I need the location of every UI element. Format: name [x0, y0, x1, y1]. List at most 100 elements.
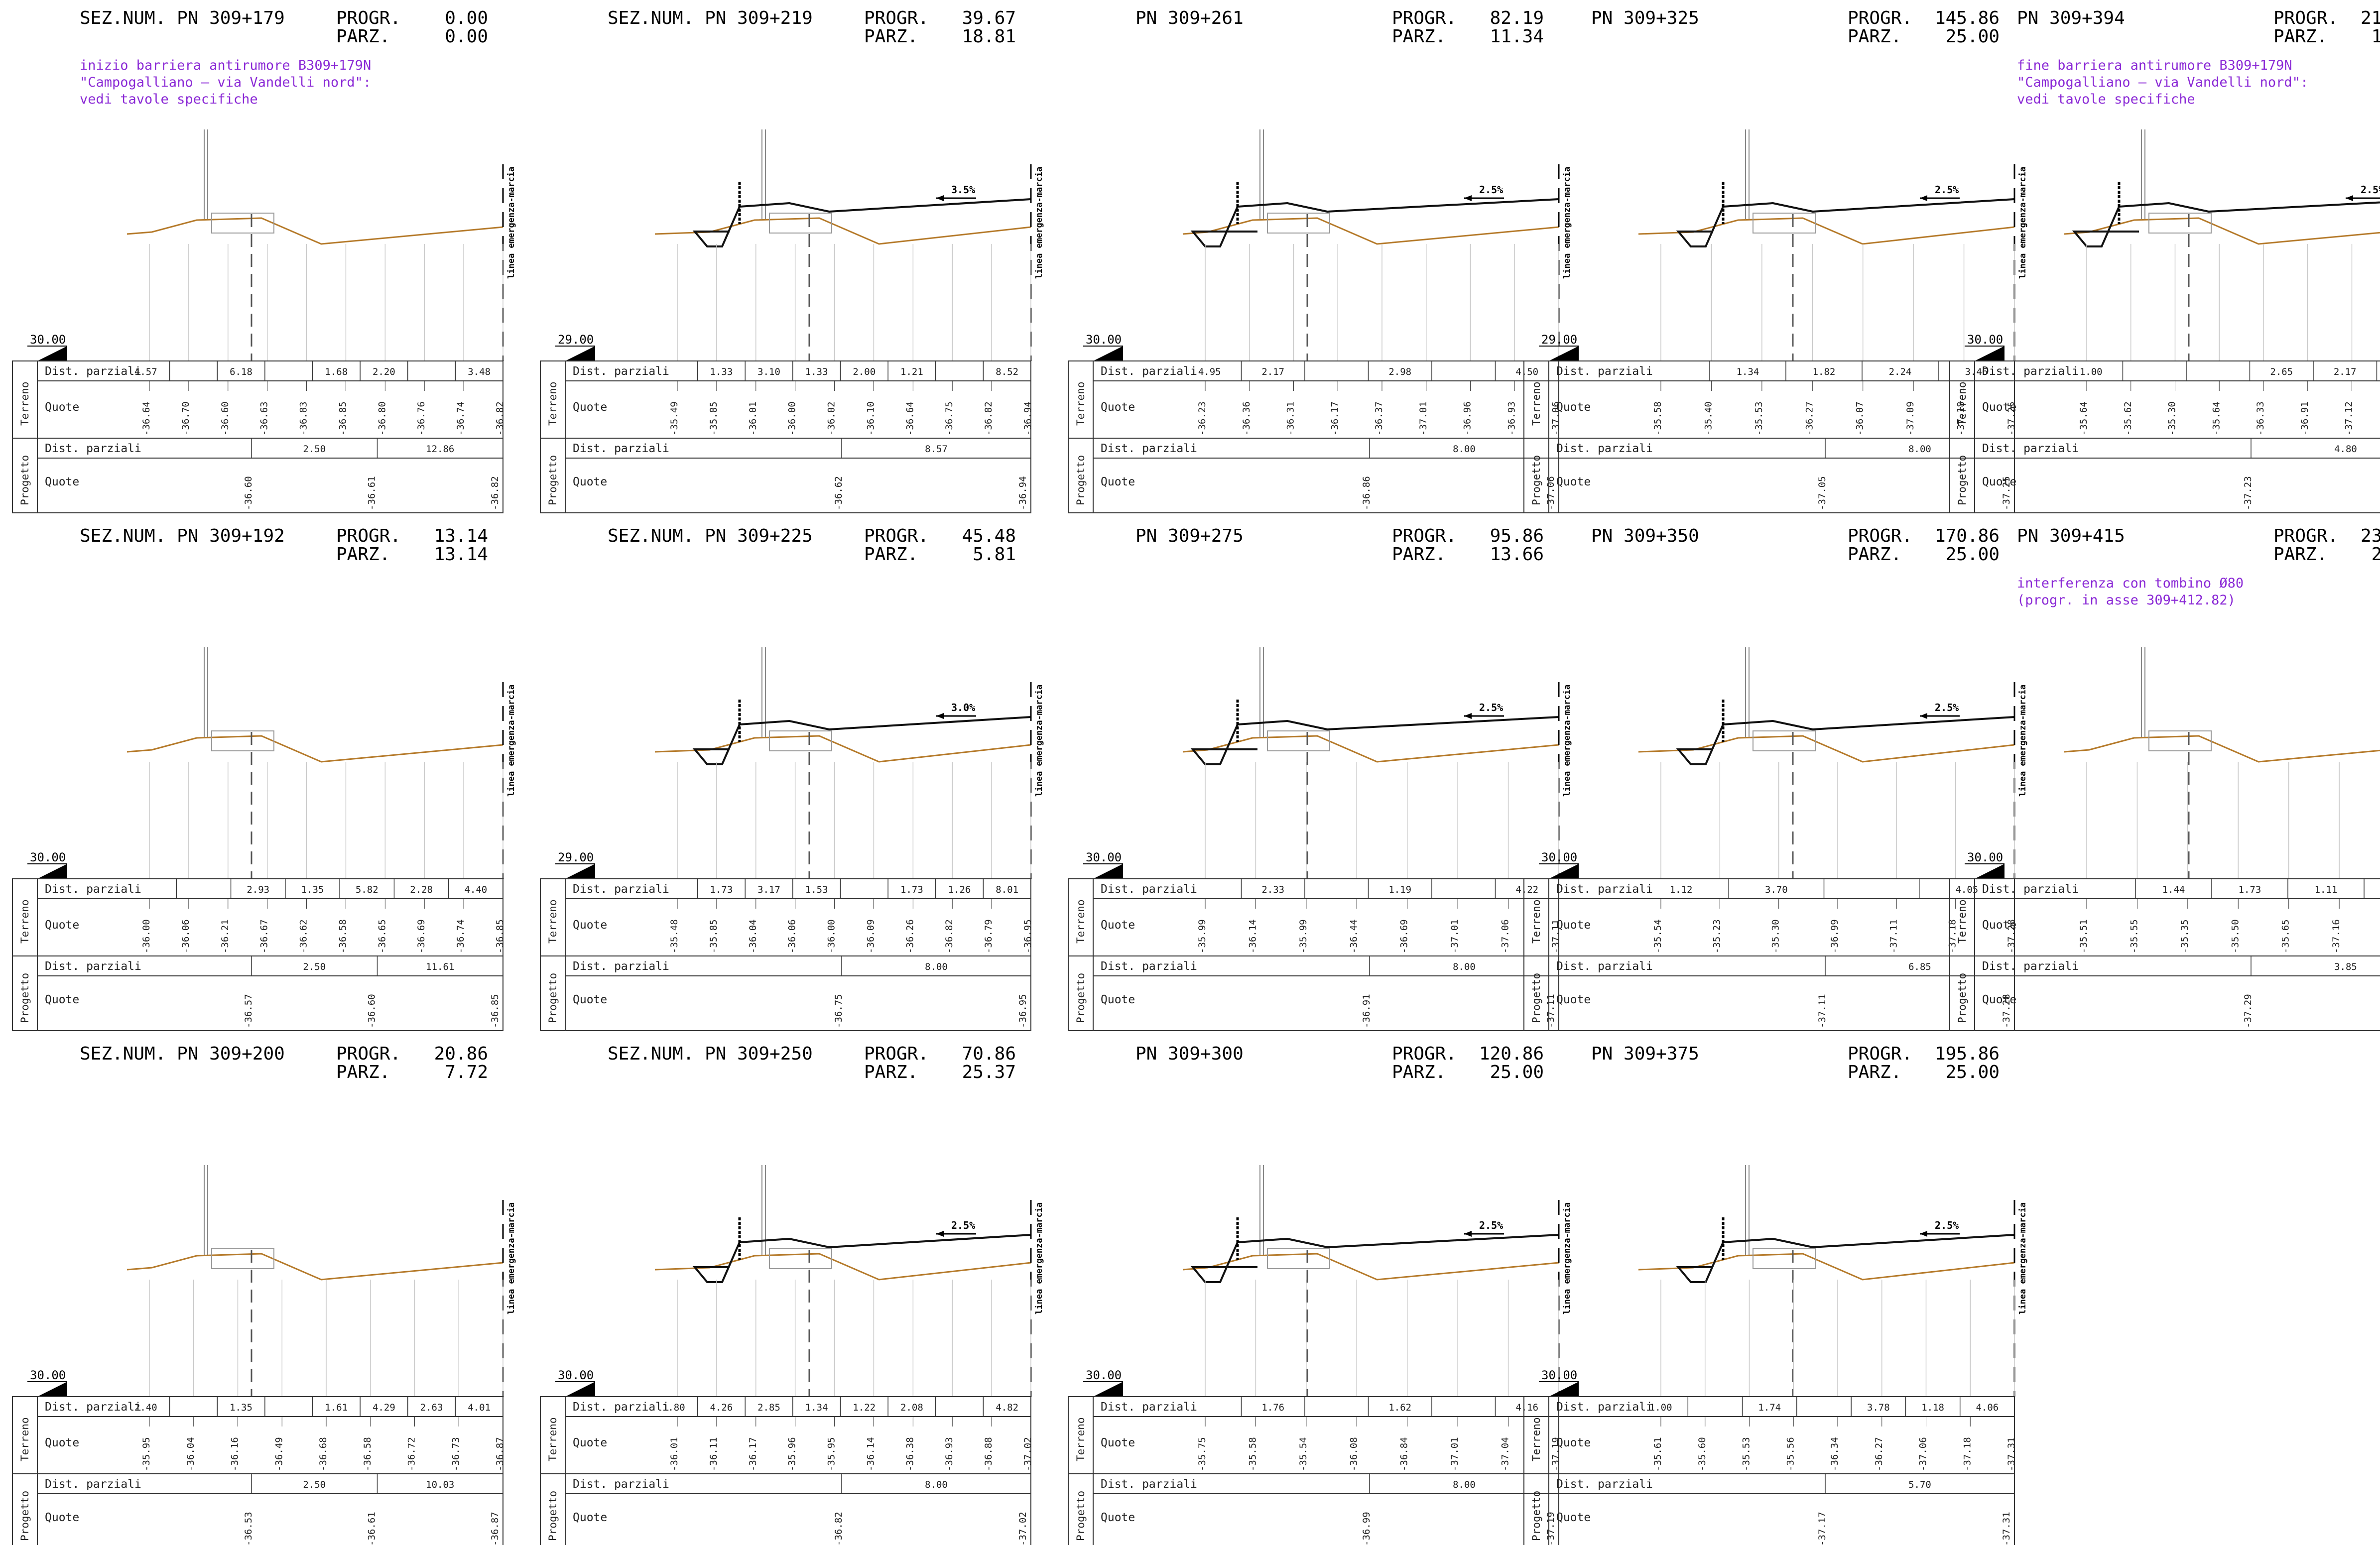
progr-value: 215.30: [2361, 8, 2380, 28]
terreno-dist-value: 4.16: [1515, 1402, 1538, 1413]
terreno-quote-value: -36.14: [1247, 919, 1258, 953]
terreno-dist-value: 1.35: [230, 1402, 252, 1413]
progr-value: 120.86: [1479, 1044, 1544, 1064]
lane-label: linea emergenza-marcia: [1034, 685, 1044, 797]
progetto-dist-value: 8.00: [925, 961, 948, 972]
section-note: vedi tavole specifiche: [80, 92, 258, 107]
dist-row-label: Dist. parziali: [45, 1478, 141, 1491]
progetto-quote-value: -36.94: [1017, 476, 1028, 510]
dist-row-label: Dist. parziali: [1556, 1478, 1653, 1491]
parz-value: 13.66: [1490, 544, 1544, 565]
section-note: interferenza con tombino Ø80: [2017, 576, 2244, 591]
dist-row-label: Dist. parziali: [573, 1478, 669, 1491]
progetto-dist-value: 12.86: [426, 444, 454, 455]
terreno-quote-value: -36.49: [273, 1437, 284, 1471]
terreno-quote-value: -36.21: [220, 919, 231, 953]
terreno-quote-value: -37.01: [1449, 919, 1460, 953]
data-table: [540, 878, 1031, 1031]
terreno-quote-value: -36.95: [1022, 919, 1033, 953]
slope-arrow-head: [1920, 1231, 1927, 1237]
dist-row-label: Dist. parziali: [1101, 1401, 1197, 1414]
terreno-quote-value: -35.96: [787, 1437, 798, 1471]
terreno-dist-value: 1.73: [2239, 884, 2261, 895]
pavement-structure: [1267, 730, 1330, 751]
parz-label: PARZ.: [336, 544, 390, 565]
progetto-quote-value: -36.87: [490, 1512, 501, 1545]
parz-label: PARZ.: [864, 544, 918, 565]
quote-row-label: Quote: [45, 1511, 79, 1524]
slope-arrow-head: [1920, 713, 1927, 719]
terreno-dist-value: 3.17: [757, 884, 780, 895]
terreno-dist-value: 2.85: [757, 1402, 780, 1413]
terreno-quote-value: -36.16: [230, 1437, 241, 1471]
terreno-dist-value: 1.33: [710, 366, 733, 377]
project-line: [1676, 1234, 2015, 1283]
terreno-dist-value: 2.33: [1261, 884, 1284, 895]
progetto-quote-value: -37.25: [2001, 476, 2012, 510]
reference-marker: [565, 1382, 595, 1397]
progr-value: 145.86: [1935, 8, 2000, 28]
data-table: [1068, 1396, 1559, 1545]
slope-label: 2.5%: [1935, 1219, 1959, 1231]
dist-row-label: Dist. parziali: [573, 365, 669, 378]
terreno-quote-value: -36.93: [1506, 401, 1517, 436]
data-table: [1068, 878, 1559, 1031]
parz-value: 25.00: [1946, 26, 2000, 47]
progr-label: PROGR.: [1392, 8, 1457, 28]
terreno-quote-value: -35.55: [2129, 919, 2139, 953]
progr-label: PROGR.: [864, 526, 929, 546]
terreno-quote-value: -36.73: [450, 1437, 461, 1471]
quote-row-label: Quote: [573, 1436, 607, 1449]
terreno-quote-value: -36.75: [944, 401, 955, 436]
terreno-dist-value: 1.26: [948, 884, 971, 895]
terreno-dist-value: 1.21: [900, 366, 923, 377]
terreno-quote-value: -35.50: [2230, 919, 2241, 953]
terreno-label: Terreno: [1075, 381, 1087, 426]
terreno-quote-value: -37.09: [1905, 401, 1916, 436]
progetto-quote-value: -37.17: [1817, 1512, 1828, 1545]
terreno-quote-value: -35.95: [826, 1437, 837, 1471]
data-table: [12, 1396, 503, 1545]
terreno-quote-value: -35.53: [1741, 1437, 1752, 1471]
dist-row-label: Dist. parziali: [1982, 883, 2079, 896]
parz-value: 0.00: [445, 26, 488, 47]
terreno-quote-value: -36.17: [748, 1437, 758, 1471]
cross-section: SEZ.NUM. PN 309+200 PROGR.PARZ. 20.867.72 l…: [12, 1044, 516, 1545]
dist-row-label: Dist. parziali: [1101, 883, 1197, 896]
terreno-dist-value: 3.48: [468, 366, 491, 377]
progetto-dist-value: 3.85: [2334, 961, 2357, 972]
ground-line: [126, 1253, 503, 1281]
cross-section: SEZ.NUM. PN 309+250 PROGR.PARZ. 70.8625.37…: [540, 1044, 1044, 1545]
terreno-quote-value: -36.11: [708, 1437, 719, 1471]
project-line: [1676, 198, 2015, 247]
terreno-quote-value: -35.53: [1754, 401, 1764, 436]
terreno-quote-value: -36.68: [318, 1437, 329, 1471]
terreno-quote-value: -35.61: [1652, 1437, 1663, 1471]
progetto-quote-value: -36.61: [367, 476, 377, 510]
slope-label: 2.5%: [1479, 702, 1503, 713]
reference-level: 30.00: [30, 850, 66, 864]
slope-label: 2.5%: [2361, 184, 2380, 196]
slope-label: 2.5%: [1479, 1219, 1503, 1231]
quote-row-label: Quote: [45, 993, 79, 1006]
terreno-quote-value: -35.60: [1697, 1437, 1708, 1471]
terreno-dist-value: 1.19: [1388, 884, 1411, 895]
terreno-label: Terreno: [19, 1417, 31, 1461]
terreno-quote-value: -36.82: [944, 919, 955, 953]
slope-arrow-head: [1464, 713, 1472, 719]
progetto-dist-value: 8.57: [925, 444, 948, 455]
terreno-quote-value: -37.18: [1956, 401, 1967, 436]
data-table: [1523, 360, 2015, 513]
progetto-dist-value: 8.00: [1453, 1479, 1476, 1490]
terreno-quote-value: -36.02: [826, 401, 837, 436]
parz-value: 20.57: [2372, 544, 2380, 565]
pavement-structure: [769, 213, 832, 234]
quote-row-label: Quote: [1556, 1436, 1591, 1449]
terreno-quote-value: -35.64: [2078, 401, 2089, 436]
dist-row-label: Dist. parziali: [45, 883, 141, 896]
progr-value: 13.14: [434, 526, 488, 546]
terreno-label: Terreno: [19, 381, 31, 426]
